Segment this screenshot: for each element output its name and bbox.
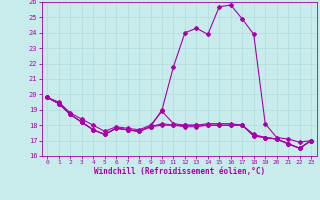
X-axis label: Windchill (Refroidissement éolien,°C): Windchill (Refroidissement éolien,°C) bbox=[94, 167, 265, 176]
